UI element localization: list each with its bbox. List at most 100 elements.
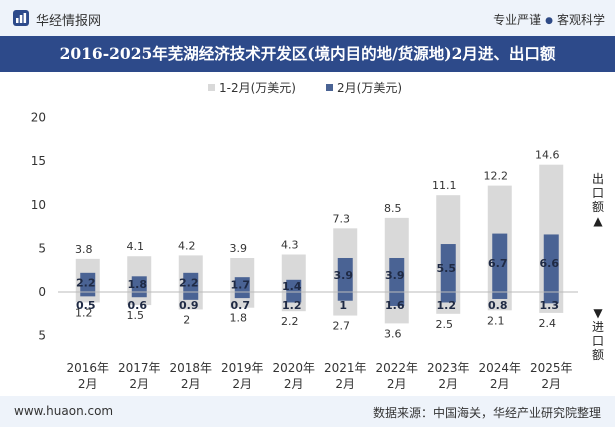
- x-tick-label: 2月: [335, 377, 355, 391]
- bar-monthly-import: [234, 292, 250, 299]
- bar-monthly-export: [131, 276, 147, 292]
- footer-website: www.huaon.com: [14, 404, 114, 418]
- y-tick-label: 5: [38, 241, 46, 255]
- data-label-monthly-export: 1.4: [282, 280, 302, 293]
- data-label-cumulative-export: 8.5: [384, 202, 402, 215]
- data-label-cumulative-import: 2: [183, 313, 190, 326]
- data-label-cumulative-import: 2.5: [436, 318, 454, 331]
- legend-swatch-monthly: [326, 84, 333, 91]
- bar-monthly-import: [80, 292, 96, 297]
- y-tick-label: 15: [31, 154, 46, 168]
- bar-monthly-export: [440, 244, 456, 292]
- legend-swatch-cumulative: [208, 84, 215, 91]
- side-export-char-1: 出: [591, 172, 604, 186]
- title-bar: 2016-2025年芜湖经济技术开发区(境内目的地/货源地)2月进、出口额: [0, 36, 615, 72]
- data-label-cumulative-import: 1.5: [127, 309, 145, 322]
- data-label-monthly-import: 0.5: [76, 299, 96, 312]
- brand-name: 华经情报网: [36, 14, 102, 29]
- bar-monthly-export: [286, 279, 302, 292]
- x-tick-label: 2月: [438, 377, 458, 391]
- data-label-cumulative-export: 7.3: [333, 212, 351, 225]
- data-label-monthly-import: 1.6: [385, 299, 405, 312]
- bar-monthly-import: [492, 292, 508, 299]
- side-label-export: 出 口 额 ▲: [590, 172, 606, 228]
- bar-monthly-import: [440, 292, 456, 303]
- data-label-cumulative-export: 4.1: [127, 240, 145, 253]
- data-label-cumulative-import: 2.7: [333, 320, 351, 333]
- data-label-cumulative-import: 3.6: [384, 327, 402, 340]
- data-label-cumulative-export: 12.2: [484, 170, 509, 183]
- x-tick-label: 2017年: [118, 361, 161, 375]
- data-label-monthly-export: 1.7: [231, 279, 251, 292]
- data-label-cumulative-import: 2.4: [539, 317, 557, 330]
- data-label-monthly-export: 3.9: [334, 269, 354, 282]
- bar-monthly-import: [389, 292, 405, 306]
- x-tick-label: 2月: [387, 377, 407, 391]
- bar-cumulative-import: [75, 292, 100, 303]
- x-tick-label: 2月: [284, 377, 304, 391]
- y-tick-label: 20: [31, 111, 46, 125]
- bar-monthly-import: [286, 292, 302, 303]
- bar-monthly-export: [234, 277, 250, 292]
- data-label-monthly-import: 0.7: [231, 299, 251, 312]
- data-label-cumulative-export: 4.2: [178, 239, 196, 252]
- data-label-cumulative-export: 14.6: [535, 149, 560, 162]
- slogan-dot-icon: ●: [545, 16, 553, 26]
- data-label-cumulative-import: 1.8: [230, 312, 248, 325]
- data-label-monthly-export: 2.2: [76, 276, 96, 289]
- y-tick-label: 0: [38, 285, 46, 299]
- chart-title: 2016-2025年芜湖经济技术开发区(境内目的地/货源地)2月进、出口额: [59, 44, 556, 63]
- slogan-right: 客观科学: [556, 13, 605, 27]
- data-label-cumulative-export: 11.1: [432, 179, 457, 192]
- x-tick-label: 2月: [232, 377, 252, 391]
- x-tick-label: 2022年: [375, 361, 418, 375]
- bar-monthly-import: [543, 292, 559, 304]
- data-label-monthly-export: 3.9: [385, 269, 405, 282]
- x-tick-label: 2月: [181, 377, 201, 391]
- bar-monthly-export: [389, 257, 405, 292]
- x-tick-label: 2月: [490, 377, 510, 391]
- data-label-cumulative-export: 4.3: [281, 239, 299, 252]
- x-tick-label: 2020年: [272, 361, 315, 375]
- bar-monthly-import: [337, 292, 353, 301]
- footer-bar: www.huaon.com 数据来源：中国海关，华经产业研究院整理: [0, 396, 615, 427]
- side-export-char-3: 额: [591, 200, 604, 214]
- slogan-left: 专业严谨: [493, 13, 542, 27]
- x-tick-label: 2023年: [427, 361, 470, 375]
- legend-label-cumulative: 1-2月(万美元): [219, 81, 296, 95]
- data-label-monthly-export: 1.8: [128, 278, 148, 291]
- y-tick-label: 5: [38, 329, 46, 343]
- header-bar: 华经情报网 专业严谨 ● 客观科学: [0, 0, 615, 36]
- side-import-char-2: 口: [591, 334, 604, 348]
- data-label-monthly-export: 6.7: [488, 257, 508, 270]
- x-tick-label: 2024年: [478, 361, 521, 375]
- bar-monthly-export: [492, 233, 508, 292]
- import-arrow-icon: ▼: [593, 306, 603, 320]
- x-tick-label: 2016年: [66, 361, 109, 375]
- legend-label-monthly: 2月(万美元): [337, 81, 402, 95]
- bar-monthly-import: [131, 292, 147, 298]
- data-label-monthly-import: 1: [339, 299, 347, 312]
- x-tick-label: 2月: [129, 377, 149, 391]
- data-label-monthly-import: 0.6: [128, 299, 148, 312]
- data-label-monthly-import: 1.2: [437, 299, 457, 312]
- side-import-char-1: 进: [591, 320, 604, 334]
- data-label-cumulative-export: 3.9: [230, 242, 248, 255]
- data-label-monthly-import: 1.2: [282, 299, 302, 312]
- chart: 1-2月(万美元) 2月(万美元) 20 15 10 5 0 5 3.8 1.2 2.2 0.5 201…: [31, 81, 578, 391]
- slogan: 专业严谨 ● 客观科学: [493, 11, 605, 28]
- side-import-char-3: 额: [591, 348, 604, 362]
- bar-monthly-export: [80, 272, 96, 292]
- data-label-cumulative-import: 2.1: [487, 314, 505, 327]
- export-arrow-icon: ▲: [593, 214, 603, 228]
- y-tick-label: 10: [31, 198, 46, 212]
- bar-monthly-export: [543, 234, 559, 292]
- data-label-monthly-export: 6.6: [540, 257, 560, 270]
- data-label-monthly-import: 0.9: [179, 299, 199, 312]
- x-tick-label: 2019年: [221, 361, 264, 375]
- data-label-monthly-import: 1.3: [540, 299, 560, 312]
- data-label-monthly-export: 5.5: [437, 262, 457, 275]
- side-label-import: ▼ 进 口 额: [590, 306, 606, 362]
- side-export-char-2: 口: [591, 186, 604, 200]
- data-label-monthly-import: 0.8: [488, 299, 508, 312]
